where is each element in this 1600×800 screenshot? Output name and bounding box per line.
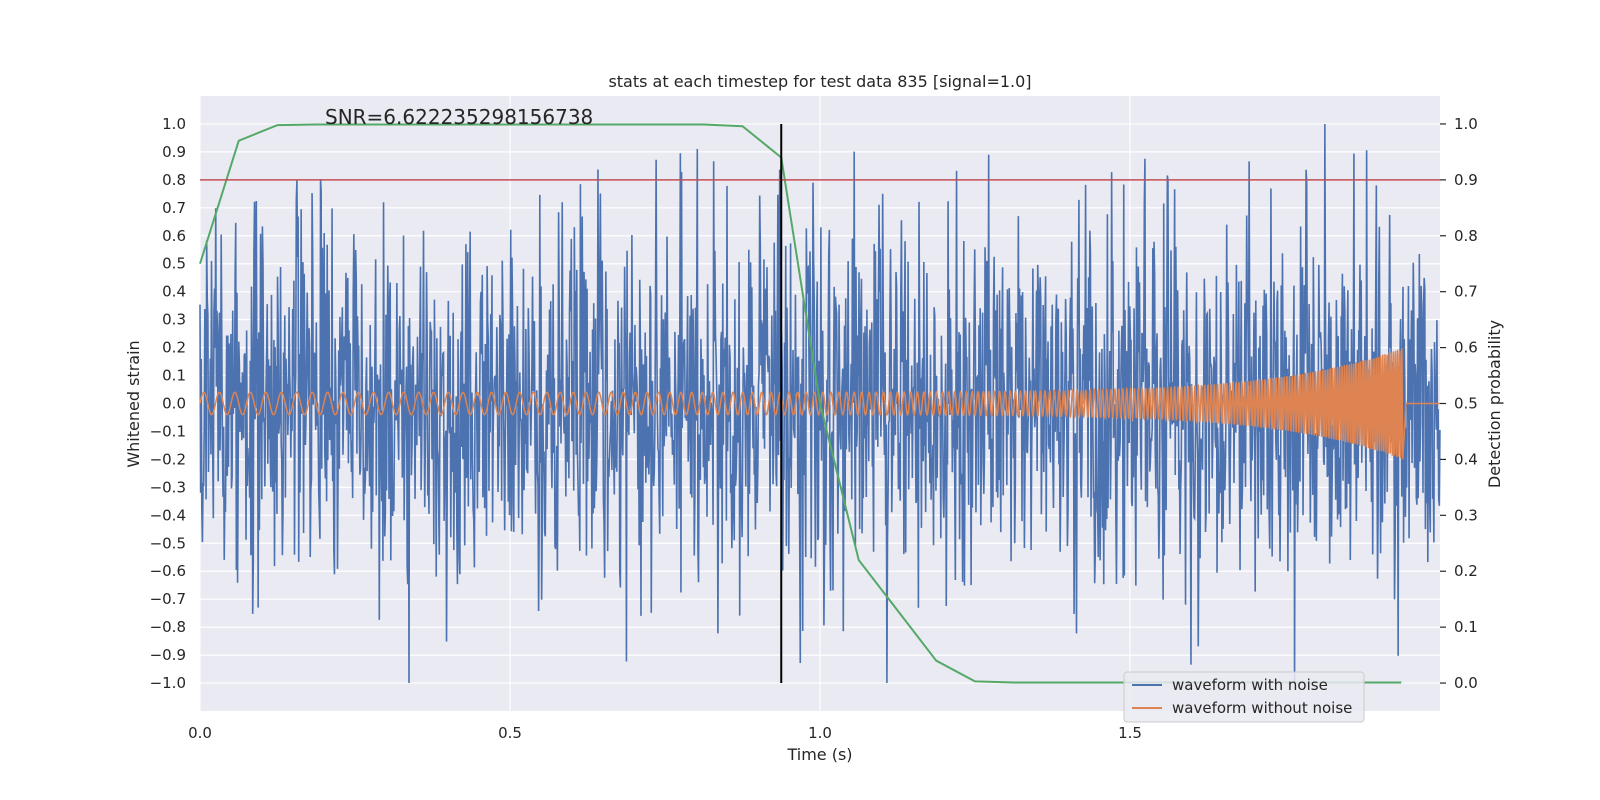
y-right-axis-label: Detection probability bbox=[1485, 320, 1504, 488]
clean-waveform-series bbox=[199, 348, 1440, 460]
legend-label-noisy: waveform with noise bbox=[1172, 676, 1328, 694]
y-right-tick-label: 0.4 bbox=[1454, 450, 1478, 468]
y-right-tick-label: 0.6 bbox=[1454, 339, 1478, 357]
legend: waveform with noise waveform without noi… bbox=[1123, 671, 1365, 723]
y-right-tick-label: 0.2 bbox=[1454, 562, 1478, 580]
y-left-tick-label: −0.5 bbox=[150, 534, 186, 552]
y-left-axis-label: Whitened strain bbox=[124, 340, 143, 467]
y-left-tick-label: −0.8 bbox=[150, 618, 186, 636]
y-left-tick-label: 0.3 bbox=[162, 311, 186, 329]
chart-title: stats at each timestep for test data 835… bbox=[608, 72, 1031, 91]
y-left-tick-label: −0.9 bbox=[150, 646, 186, 664]
y-left-tick-label: 0.7 bbox=[162, 199, 186, 217]
y-left-tick-label: 0.1 bbox=[162, 367, 186, 385]
legend-box bbox=[1123, 671, 1365, 723]
x-tick-label: 1.5 bbox=[1118, 724, 1142, 742]
y-right-tick-label: 0.1 bbox=[1454, 618, 1478, 636]
y-left-tick-label: −0.3 bbox=[150, 478, 186, 496]
y-left-tick-label: −0.1 bbox=[150, 422, 186, 440]
y-left-tick-label: 0.5 bbox=[162, 255, 186, 273]
y-left-tick-label: −0.2 bbox=[150, 450, 186, 468]
y-left-tick-label: −0.7 bbox=[150, 590, 186, 608]
y-right-tick-label: 0.0 bbox=[1454, 674, 1478, 692]
y-right-axis-ticks: 1.0 0.9 0.8 0.7 0.6 0.5 0.4 0.3 0.2 0.1 0.0 bbox=[1440, 115, 1478, 692]
y-left-tick-label: 0.6 bbox=[162, 227, 186, 245]
y-left-tick-label: 0.0 bbox=[162, 395, 186, 413]
y-right-tick-label: 1.0 bbox=[1454, 115, 1478, 133]
y-left-axis-ticks: 1.0 0.9 0.8 0.7 0.6 0.5 0.4 0.3 0.2 0.1 0.0 −0.1 −0.… bbox=[150, 115, 186, 692]
snr-annotation: SNR=6.622235298156738 bbox=[325, 105, 593, 129]
y-right-tick-label: 0.8 bbox=[1454, 227, 1478, 245]
y-left-tick-label: 0.9 bbox=[162, 143, 186, 161]
y-left-tick-label: 0.4 bbox=[162, 283, 186, 301]
clean-waveform-line bbox=[199, 348, 1440, 460]
y-right-tick-label: 0.9 bbox=[1454, 171, 1478, 189]
x-axis-ticks: 0.0 0.5 1.0 1.5 bbox=[188, 724, 1142, 742]
legend-label-clean: waveform without noise bbox=[1172, 699, 1352, 717]
y-left-tick-label: −1.0 bbox=[150, 674, 186, 692]
y-right-tick-label: 0.5 bbox=[1454, 395, 1478, 413]
x-tick-label: 0.0 bbox=[188, 724, 212, 742]
x-axis-label: Time (s) bbox=[786, 745, 852, 764]
y-left-tick-label: 1.0 bbox=[162, 115, 186, 133]
y-left-tick-label: −0.6 bbox=[150, 562, 186, 580]
y-right-tick-label: 0.7 bbox=[1454, 283, 1478, 301]
y-right-tick-label: 0.3 bbox=[1454, 506, 1478, 524]
y-left-tick-label: −0.4 bbox=[150, 506, 186, 524]
y-left-tick-label: 0.8 bbox=[162, 171, 186, 189]
y-left-tick-label: 0.2 bbox=[162, 339, 186, 357]
x-tick-label: 1.0 bbox=[808, 724, 832, 742]
x-tick-label: 0.5 bbox=[498, 724, 522, 742]
